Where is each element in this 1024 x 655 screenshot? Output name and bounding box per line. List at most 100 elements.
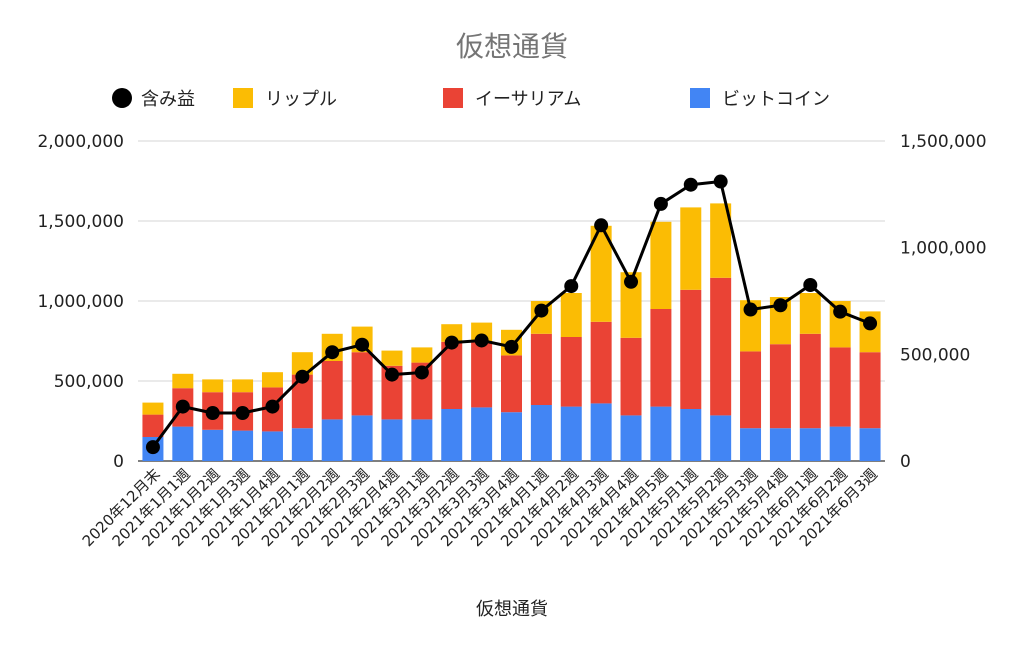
bar-segment-bitcoin bbox=[501, 412, 522, 461]
bar-segment-ripple bbox=[441, 324, 463, 342]
bar-segment-ripple bbox=[710, 203, 732, 278]
profit-point bbox=[833, 304, 848, 319]
y2-tick-label: 500,000 bbox=[900, 345, 970, 365]
bar-segment-ethereum bbox=[441, 341, 463, 409]
y-tick-label: 1,500,000 bbox=[37, 212, 124, 232]
profit-point bbox=[504, 339, 519, 354]
bar-segment-bitcoin bbox=[411, 419, 433, 461]
profit-point bbox=[683, 177, 698, 192]
bar-segment-bitcoin bbox=[710, 415, 732, 461]
x-axis-title: 仮想通貨 bbox=[476, 599, 548, 620]
bar-segment-ethereum bbox=[590, 321, 612, 404]
bar-segment-ethereum bbox=[620, 337, 642, 416]
bar-segment-ethereum bbox=[351, 352, 373, 416]
bar-segment-ethereum bbox=[530, 333, 552, 405]
bar-segment-ripple bbox=[799, 293, 821, 334]
bar-segment-ripple bbox=[620, 272, 642, 338]
profit-point bbox=[355, 337, 370, 352]
profit-point bbox=[743, 302, 758, 317]
profit-point bbox=[564, 279, 579, 294]
bar-segment-ethereum bbox=[769, 344, 791, 429]
profit-point bbox=[713, 174, 728, 189]
profit-point bbox=[594, 218, 609, 233]
legend: 含み益 リップル イーサリアム ビットコイン bbox=[112, 88, 830, 110]
legend-marker-profit bbox=[112, 88, 132, 108]
bar-segment-bitcoin bbox=[202, 429, 224, 461]
y2-tick-label: 1,500,000 bbox=[900, 132, 987, 152]
profit-point bbox=[414, 365, 429, 380]
y-tick-label: 500,000 bbox=[54, 372, 124, 392]
profit-point bbox=[773, 298, 788, 313]
bars bbox=[142, 203, 881, 461]
bar-segment-ethereum bbox=[650, 309, 672, 407]
bar-segment-ripple bbox=[202, 379, 224, 393]
bar-segment-ethereum bbox=[859, 352, 881, 429]
legend-swatch-ripple bbox=[233, 88, 253, 108]
profit-point bbox=[384, 367, 399, 382]
profit-point bbox=[624, 274, 639, 289]
profit-point bbox=[863, 316, 878, 331]
bar-segment-bitcoin bbox=[232, 430, 254, 461]
x-axis: 2020年12月末2021年1月1週2021年1月2週2021年1月3週2021… bbox=[79, 465, 881, 550]
bar-segment-ripple bbox=[411, 347, 433, 363]
bar-segment-ethereum bbox=[321, 361, 343, 420]
bar-segment-bitcoin bbox=[291, 428, 313, 461]
legend-item-ethereum: イーサリアム bbox=[443, 88, 581, 110]
y-tick-label: 0 bbox=[113, 452, 124, 472]
y2-tick-label: 0 bbox=[900, 452, 911, 472]
profit-point bbox=[205, 406, 220, 420]
bar-segment-bitcoin bbox=[321, 419, 343, 461]
bar-segment-ripple bbox=[232, 379, 254, 393]
left-axis: 0 500,000 1,000,000 1,500,000 2,000,000 bbox=[37, 132, 124, 472]
legend-item-profit: 含み益 bbox=[112, 88, 195, 110]
bar-segment-ripple bbox=[680, 207, 702, 290]
bar-segment-bitcoin bbox=[740, 428, 762, 461]
bar-segment-ripple bbox=[381, 350, 403, 366]
bar-segment-bitcoin bbox=[471, 407, 493, 461]
bar-segment-bitcoin bbox=[351, 415, 373, 461]
profit-point bbox=[534, 303, 549, 318]
bar-segment-ethereum bbox=[680, 289, 702, 409]
bar-segment-bitcoin bbox=[172, 426, 194, 461]
profit-line bbox=[145, 174, 878, 455]
bar-segment-ethereum bbox=[291, 374, 313, 429]
profit-point bbox=[145, 440, 160, 455]
bar-segment-bitcoin bbox=[261, 431, 283, 461]
bar-segment-bitcoin bbox=[859, 428, 881, 461]
bar-segment-bitcoin bbox=[381, 419, 403, 461]
legend-label-profit: 含み益 bbox=[141, 89, 195, 110]
bar-segment-bitcoin bbox=[829, 426, 851, 461]
y-tick-label: 2,000,000 bbox=[37, 132, 124, 152]
bar-segment-ripple bbox=[560, 293, 582, 337]
legend-swatch-bitcoin bbox=[690, 88, 710, 108]
bar-segment-ethereum bbox=[710, 277, 732, 416]
bar-segment-ethereum bbox=[560, 337, 582, 407]
profit-point bbox=[175, 399, 190, 414]
bar-segment-ripple bbox=[142, 402, 164, 415]
bar-segment-bitcoin bbox=[650, 406, 672, 461]
bar-segment-ethereum bbox=[829, 347, 851, 427]
bar-segment-ripple bbox=[261, 372, 283, 388]
bar-segment-ethereum bbox=[740, 351, 762, 429]
bar-segment-bitcoin bbox=[680, 409, 702, 461]
bar-segment-ripple bbox=[291, 352, 313, 375]
bar-segment-bitcoin bbox=[441, 409, 463, 461]
profit-point bbox=[265, 399, 280, 414]
profit-point bbox=[653, 196, 668, 211]
legend-label-ripple: リップル bbox=[265, 89, 337, 110]
bar-segment-ethereum bbox=[501, 355, 522, 413]
bar-segment-bitcoin bbox=[799, 428, 821, 461]
profit-point bbox=[803, 278, 818, 292]
y-tick-label: 1,000,000 bbox=[37, 292, 124, 312]
bar-segment-ethereum bbox=[142, 414, 164, 437]
profit-point bbox=[295, 369, 310, 384]
bar-segment-ripple bbox=[590, 225, 612, 322]
bar-segment-bitcoin bbox=[769, 428, 791, 461]
right-axis: 0 500,000 1,000,000 1,500,000 bbox=[900, 132, 987, 472]
legend-label-ethereum: イーサリアム bbox=[475, 89, 581, 110]
bar-segment-bitcoin bbox=[560, 406, 582, 461]
bar-segment-ripple bbox=[650, 221, 672, 309]
bar-segment-ethereum bbox=[799, 333, 821, 429]
legend-swatch-ethereum bbox=[443, 88, 463, 108]
